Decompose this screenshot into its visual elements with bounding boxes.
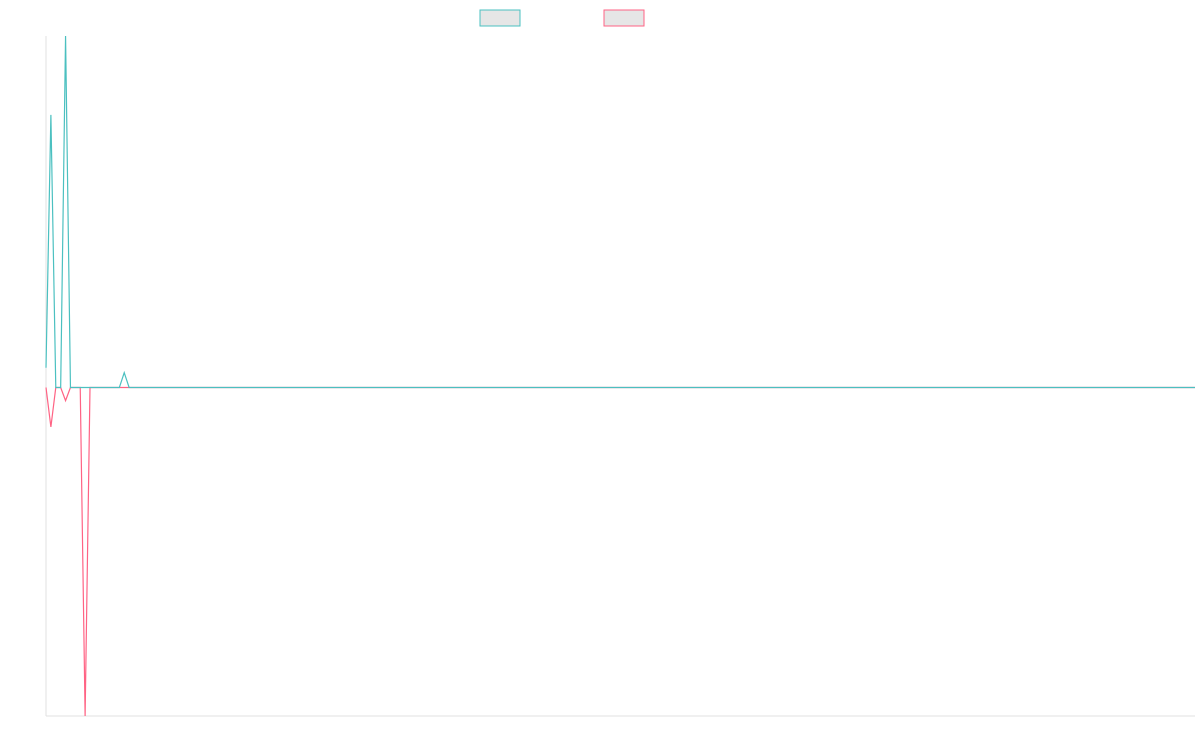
legend[interactable] bbox=[479, 9, 645, 27]
series-line-2 bbox=[45, 386, 1195, 717]
legend-swatch-1[interactable] bbox=[479, 9, 521, 27]
series-layer bbox=[45, 35, 1195, 717]
series-line-1 bbox=[45, 35, 1195, 389]
legend-swatch-2[interactable] bbox=[603, 9, 645, 27]
axes bbox=[45, 36, 1195, 717]
